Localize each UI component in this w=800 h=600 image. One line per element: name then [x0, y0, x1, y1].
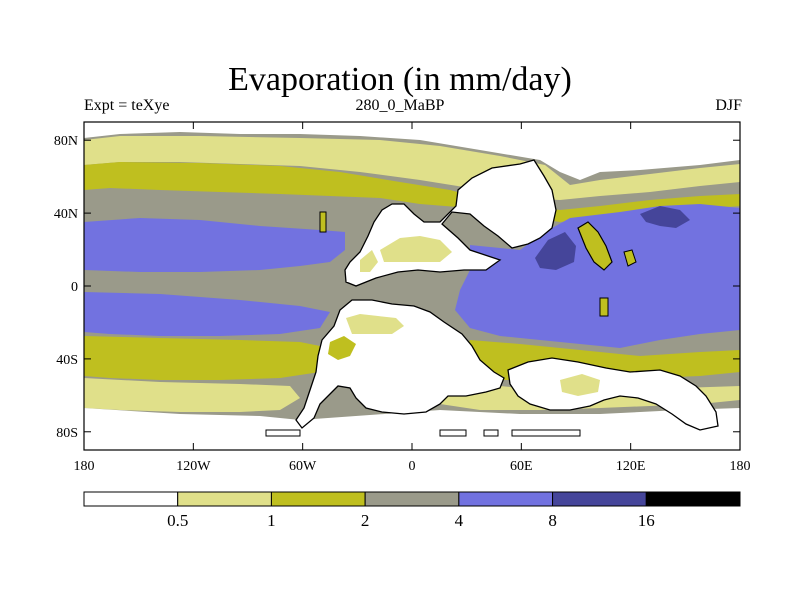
gondwana-west-olive: [328, 336, 356, 360]
field-south-olive-west: [84, 336, 320, 380]
field-tropical-band-north: [84, 218, 345, 272]
lat-tick-label: 80N: [54, 134, 78, 149]
field-patch-high-west: [535, 232, 576, 270]
colorbar-swatch: [552, 491, 647, 507]
colorbar-swatch: [645, 491, 741, 507]
landmasses: [265, 159, 719, 437]
period-label: 280_0_MaBP: [355, 97, 445, 114]
field-south-light-west: [84, 378, 300, 412]
colorbar-swatch: [270, 491, 366, 507]
gondwana-east-landmass: [507, 357, 719, 431]
colorbar: 0.5 1 2 4 8 16: [83, 491, 741, 530]
map-title: Evaporation (in mm/day): [228, 61, 572, 98]
lat-tick-label: 80S: [56, 426, 78, 441]
south-polar-coast-fragment-2: [439, 429, 467, 437]
laurasia-interior-light: [380, 236, 452, 262]
lat-tick-label: 0: [71, 280, 78, 295]
lon-tick-label: 180: [74, 459, 95, 474]
cathaysia-island-large: [577, 221, 613, 271]
gondwana-east-interior-light: [560, 374, 600, 396]
lon-tick-label: 60E: [510, 459, 533, 474]
tethys-island: [599, 297, 609, 317]
lon-tick-label: 0: [409, 459, 416, 474]
colorbar-swatch: [177, 491, 272, 507]
colorbar-label: 0.5: [167, 511, 188, 530]
lon-tick-label: 180: [730, 459, 751, 474]
latitude-axis: 80N 40N 0 40S 80S: [54, 134, 740, 441]
season-label: DJF: [715, 97, 742, 114]
field-north-olive: [84, 162, 740, 222]
colorbar-swatch: [458, 491, 554, 507]
field-equatorial-strip: [84, 272, 345, 300]
colorbar-label: 4: [455, 511, 464, 530]
field-eastern-ocean-band: [455, 204, 740, 348]
south-polar-coast-fragment-1: [265, 429, 301, 437]
field-north-white: [84, 122, 740, 180]
colorbar-label: 1: [267, 511, 276, 530]
cathaysia-island-small: [623, 249, 637, 267]
field-south-white-east: [300, 408, 740, 450]
experiment-label: Expt = teXye: [84, 97, 170, 114]
field-south-white-west: [84, 408, 300, 450]
laurasia-southwest-light: [360, 250, 378, 272]
field-tropical-band-south: [84, 292, 330, 336]
lat-tick-label: 40S: [56, 353, 78, 368]
field-patch-high-east: [640, 206, 690, 228]
south-polar-coast-fragment-3: [483, 429, 499, 437]
colorbar-label: 8: [548, 511, 557, 530]
gondwana-coastal-light: [346, 314, 404, 334]
field-north-light: [84, 136, 740, 200]
lon-tick-label: 60W: [289, 459, 317, 474]
lon-tick-label: 120E: [616, 459, 646, 474]
south-polar-coast-fragment-4: [511, 429, 581, 437]
lat-tick-label: 40N: [54, 207, 78, 222]
lon-tick-label: 120W: [176, 459, 211, 474]
colorbar-label: 16: [638, 511, 655, 530]
colorbar-swatch: [83, 491, 179, 507]
colorbar-swatch: [364, 491, 460, 507]
colorbar-label: 2: [361, 511, 370, 530]
longitude-axis: 180 120W 60W 0 60E 120E 180: [74, 122, 751, 474]
gondwana-west-landmass: [295, 299, 505, 429]
panthalassa-island: [319, 211, 327, 233]
